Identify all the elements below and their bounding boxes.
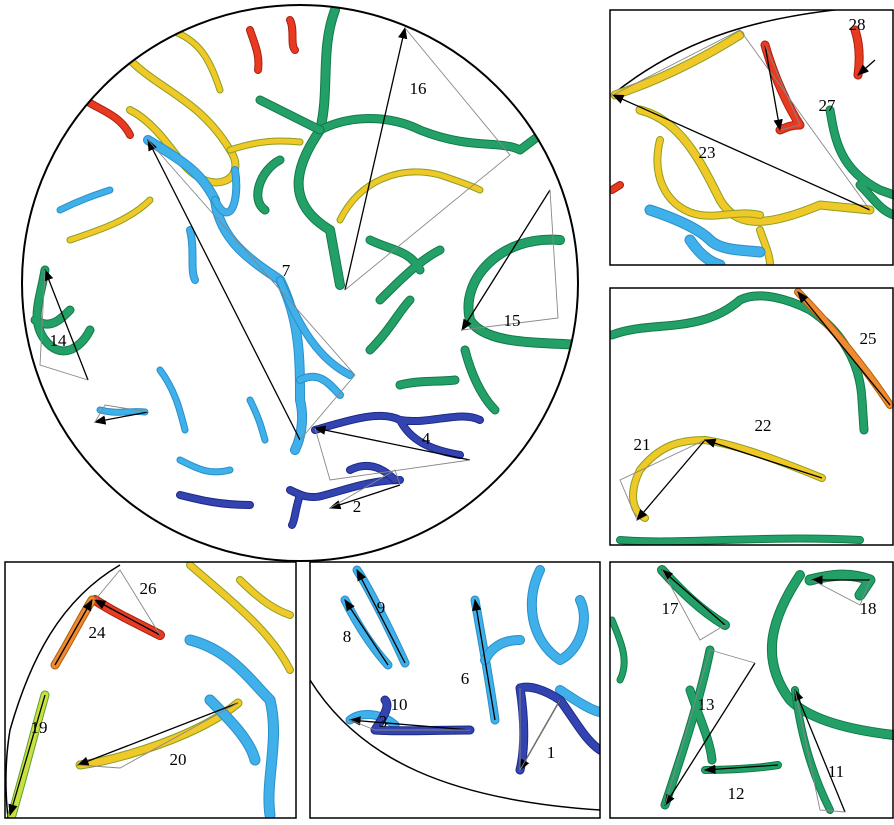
segment-label: 3 xyxy=(379,712,388,731)
vessel xyxy=(620,539,860,542)
segment-label: 24 xyxy=(89,623,107,642)
panel xyxy=(612,292,890,541)
vessel xyxy=(520,687,600,770)
segment-label: 9 xyxy=(377,598,386,617)
vessel xyxy=(190,565,290,670)
segment-label: 8 xyxy=(343,627,352,646)
segment-label: 4 xyxy=(422,429,431,448)
panel xyxy=(6,565,290,818)
vessel-edge xyxy=(350,600,495,725)
segment-label: 26 xyxy=(140,579,157,598)
segment-label: 27 xyxy=(819,96,837,115)
segment-label: 10 xyxy=(391,695,408,714)
vessel-edge xyxy=(170,30,300,150)
segment-label: 25 xyxy=(860,329,877,348)
segment-label: 18 xyxy=(860,599,877,618)
vessel xyxy=(370,240,440,350)
segment-label: 6 xyxy=(461,669,470,688)
vessel xyxy=(633,440,822,518)
segment-label: 20 xyxy=(170,750,187,769)
vessel xyxy=(170,30,300,150)
arrow xyxy=(55,600,92,665)
arrow xyxy=(78,703,238,765)
segment-label: 22 xyxy=(755,416,772,435)
arrow xyxy=(798,292,890,405)
segment-label: 12 xyxy=(728,784,745,803)
segment-label: 28 xyxy=(849,15,866,34)
hull-line xyxy=(345,28,510,290)
hull-line xyxy=(148,140,355,440)
hull-line xyxy=(462,190,558,330)
vessel xyxy=(612,185,620,190)
vessel xyxy=(100,370,265,472)
vessel xyxy=(190,170,350,395)
main-circle xyxy=(22,5,578,561)
segment-label: 19 xyxy=(31,718,48,737)
segment-label: 2 xyxy=(353,497,362,516)
segment-label: 7 xyxy=(282,261,291,280)
vessel xyxy=(612,620,624,680)
segment-label: 11 xyxy=(828,762,844,781)
vessel xyxy=(60,190,110,210)
segment-label: 1 xyxy=(547,743,556,762)
panel xyxy=(612,570,894,812)
panel-border xyxy=(610,10,893,265)
segment-label: 21 xyxy=(634,435,651,454)
segment-label: 15 xyxy=(504,311,521,330)
panel xyxy=(310,570,600,810)
vessel xyxy=(765,30,859,130)
segment-label: 23 xyxy=(699,143,716,162)
vessel xyxy=(705,690,830,810)
vessel xyxy=(400,350,495,410)
arrow xyxy=(462,190,550,330)
vessel xyxy=(612,296,864,430)
arrow xyxy=(315,428,470,460)
arrow xyxy=(705,440,822,478)
arrow xyxy=(475,600,495,720)
vessel-edge xyxy=(612,296,864,430)
hull-line xyxy=(665,650,755,805)
panel-border xyxy=(5,562,296,818)
vessel xyxy=(350,600,495,725)
segment-label: 17 xyxy=(662,599,680,618)
vessel-edge xyxy=(705,690,830,810)
figure: 16 7 15 14 4 2 28 27 23 25 22 21 26 24 1… xyxy=(0,0,894,820)
segment-label: 16 xyxy=(410,79,427,98)
vessel xyxy=(345,570,405,665)
segment-label: 13 xyxy=(698,695,715,714)
panel xyxy=(612,5,894,265)
vessel xyxy=(315,416,480,455)
segment-label: 14 xyxy=(50,331,68,350)
